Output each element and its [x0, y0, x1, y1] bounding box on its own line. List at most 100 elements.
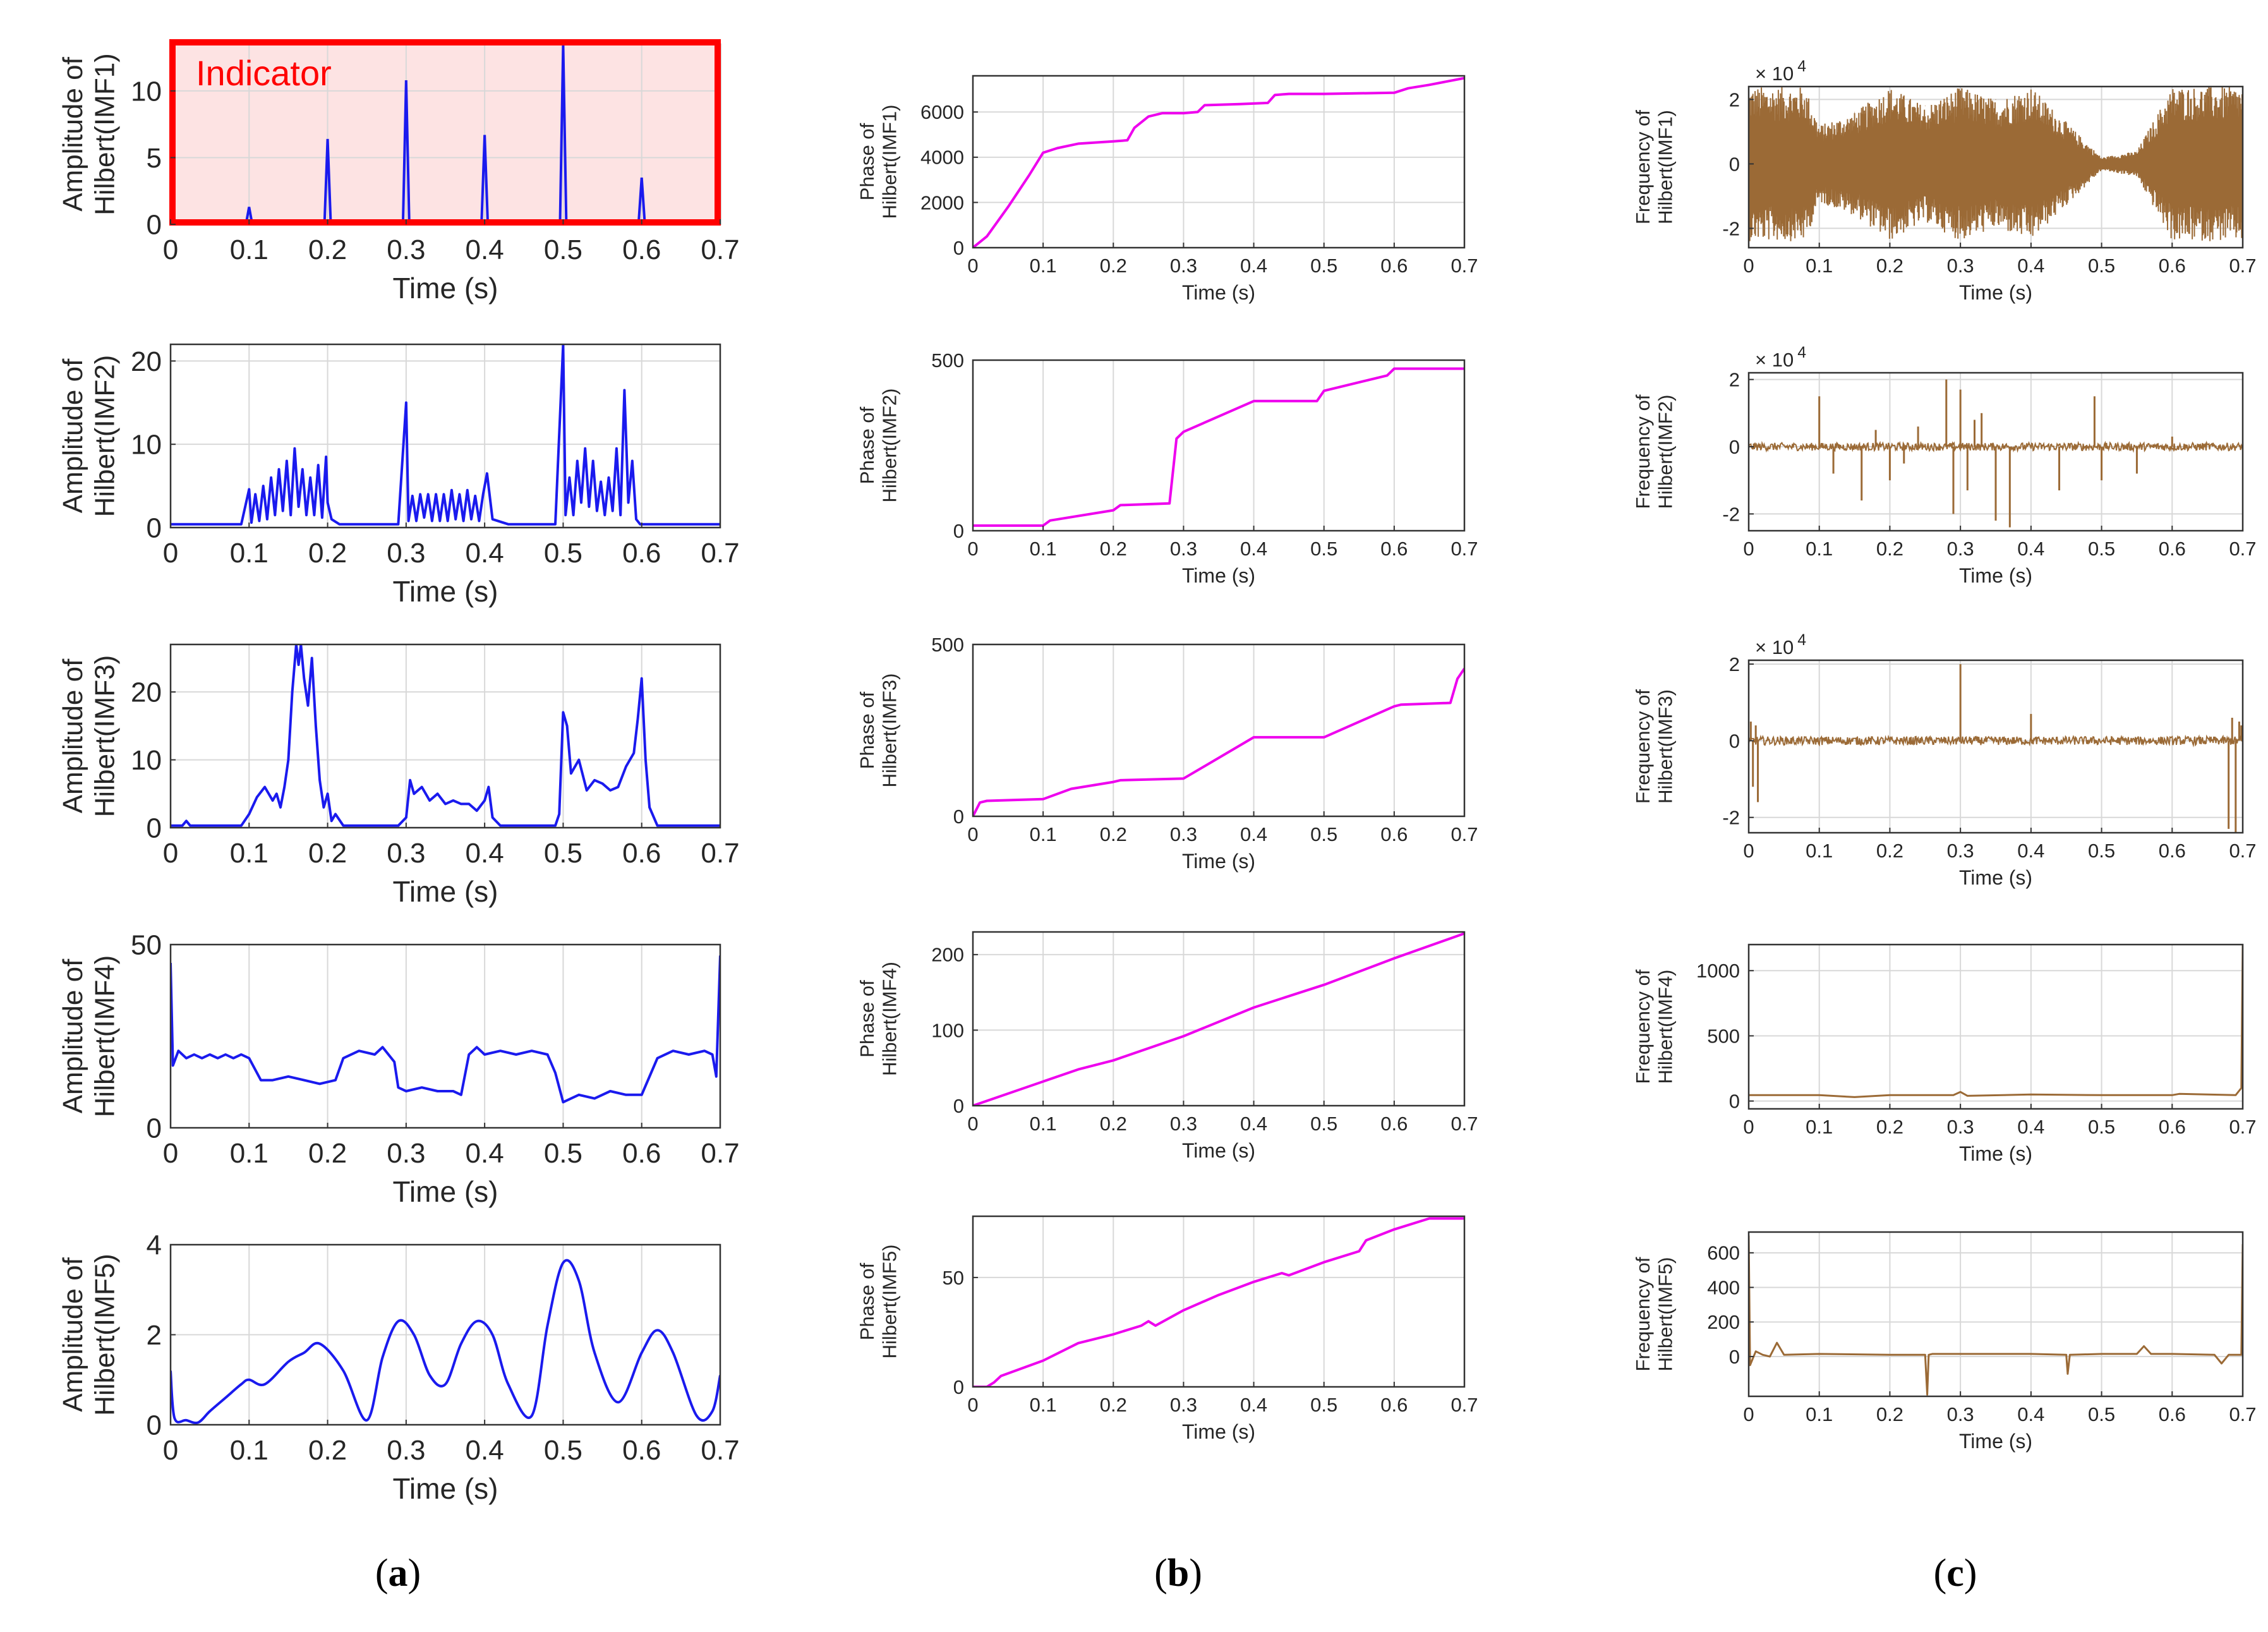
- y-axis-label-line: Hilbert(IMF1): [1655, 110, 1677, 224]
- x-tick-label: 0.1: [230, 538, 268, 569]
- axes-box: [972, 1215, 1466, 1388]
- x-tick-label: 0.2: [308, 1138, 347, 1169]
- y-axis-label: Frequency of Hilbert(IMF5): [1632, 1257, 1677, 1371]
- x-tick-label: 0.2: [1876, 255, 1903, 277]
- x-tick-label: 0.6: [1380, 823, 1408, 845]
- spike-peak: [637, 177, 646, 224]
- axes-box: [169, 943, 721, 1129]
- x-axis-label: Time (s): [1182, 564, 1255, 587]
- x-tick-label: 0: [967, 255, 978, 277]
- x-axis-label: Time (s): [393, 575, 498, 608]
- y-axis-label-line: Phase of: [856, 123, 878, 200]
- chart-c4: 0 0.1 0.2 0.3 0.4 0.5 0.6 0.7 0 500 1000 Time (s) Fr…: [1632, 943, 2257, 1165]
- x-tick-label: 0.2: [308, 538, 347, 569]
- y-axis-label: Frequency of Hilbert(IMF2): [1632, 394, 1677, 509]
- x-tick-label: 0.1: [1030, 538, 1057, 560]
- x-tick-label: 0.5: [2088, 1403, 2115, 1425]
- axes-box: [169, 343, 721, 529]
- x-tick-label: 0.4: [466, 234, 504, 265]
- x-tick-label: 0.7: [701, 234, 739, 265]
- axes-box: [1747, 659, 2244, 834]
- x-tick-label: 0.5: [544, 1138, 582, 1169]
- x-axis-label: Time (s): [1182, 1420, 1255, 1443]
- x-tick-label: 0.2: [308, 234, 347, 265]
- spike-peak: [558, 44, 568, 224]
- chart-a1: Indicator 0 0.1 0.2 0.3 0.4 0.5 0.6 0.7 0 5 10 Time …: [57, 39, 740, 305]
- x-tick-label: 0.3: [1170, 823, 1197, 845]
- axes-box: [972, 643, 1466, 818]
- y-tick-label: 50: [943, 1267, 964, 1289]
- y-axis-label-line: Hilbert(IMF4): [879, 962, 901, 1076]
- y-axis-label-line: Hilbert(IMF3): [90, 655, 121, 818]
- y-tick-label: 200: [1707, 1311, 1740, 1333]
- x-tick-label: 0.2: [308, 838, 347, 869]
- series-a3: [171, 644, 720, 827]
- x-tick-label: 0: [163, 1138, 178, 1169]
- y-tick-label: 2000: [920, 191, 964, 214]
- y-axis-label-line: Hilbert(IMF4): [90, 955, 121, 1118]
- chart-a3: 0 0.1 0.2 0.3 0.4 0.5 0.6 0.7 0 10 20 Time (s) Ampli…: [57, 643, 740, 908]
- y-tick-label: 0: [147, 209, 162, 240]
- chart-b4: 0 0.1 0.2 0.3 0.4 0.5 0.6 0.7 0 100 200 Time (s) Pha…: [856, 931, 1478, 1162]
- x-tick-label: 0.1: [1030, 1113, 1057, 1135]
- y-tick-label: 4: [147, 1230, 162, 1260]
- x-tick-label: 0: [1743, 1403, 1754, 1425]
- x-tick-label: 0.3: [1947, 255, 1974, 277]
- x-tick-label: 0.1: [230, 1138, 268, 1169]
- indicator-label: Indicator: [196, 53, 332, 93]
- panel-caption-a: (a): [375, 1552, 421, 1595]
- x-tick-label: 0.3: [1947, 840, 1974, 862]
- series-a4: [171, 955, 720, 1104]
- y-tick-label: 0: [953, 1376, 964, 1398]
- x-tick-label: 0.4: [466, 538, 504, 569]
- y-tick-label: 1000: [1696, 960, 1740, 982]
- x-tick-label: 0.5: [1310, 538, 1337, 560]
- y-axis-label: Phase of Hilbert(IMF5): [856, 1245, 901, 1359]
- axes-box: [972, 931, 1466, 1107]
- x-tick-label: 0.1: [1806, 255, 1833, 277]
- y-tick-label: 0: [147, 1113, 162, 1144]
- x-tick-label: 0.6: [1380, 538, 1408, 560]
- x-tick-label: 0.4: [466, 1138, 504, 1169]
- x-tick-label: 0.4: [2017, 255, 2044, 277]
- x-tick-label: 0: [1743, 538, 1754, 560]
- chart-b1: 0 0.1 0.2 0.3 0.4 0.5 0.6 0.7 0 2000 4000 6000 Time …: [856, 75, 1478, 304]
- x-tick-label: 0.4: [2017, 840, 2044, 862]
- axes-box: [1747, 85, 2244, 249]
- x-axis-label: Time (s): [1959, 1430, 2032, 1453]
- x-tick-label: 0.4: [1240, 1394, 1267, 1416]
- spike-peak: [244, 207, 254, 224]
- y-axis-label-line: Frequency of: [1632, 1257, 1654, 1371]
- x-tick-label: 0.5: [544, 1435, 582, 1466]
- series-line: [973, 1217, 1464, 1387]
- series-c4: [1749, 945, 2243, 1098]
- series-a5: [171, 1259, 720, 1425]
- y-axis-label-line: Frequency of: [1632, 110, 1654, 224]
- x-tick-label: 0.4: [2017, 1403, 2044, 1425]
- x-tick-label: 0.5: [544, 234, 582, 265]
- y-axis-label-line: Amplitude of: [57, 658, 88, 813]
- panel-caption-c: (c): [1933, 1552, 1977, 1595]
- x-tick-label: 0.6: [622, 838, 661, 869]
- x-tick-label: 0.6: [1380, 1113, 1408, 1135]
- y-tick-label: -2: [1722, 217, 1740, 239]
- y-tick-label: 0: [953, 1095, 964, 1117]
- y-axis-label: Frequency of Hilbert(IMF3): [1632, 689, 1677, 804]
- x-tick-label: 0.3: [1947, 538, 1974, 560]
- x-tick-label: 0.5: [2088, 840, 2115, 862]
- x-tick-label: 0.6: [2159, 1116, 2186, 1138]
- x-tick-label: 0.2: [308, 1435, 347, 1466]
- y-tick-label: 10: [131, 430, 162, 461]
- chart-a5: 0 0.1 0.2 0.3 0.4 0.5 0.6 0.7 0 2 4 Time (s) Amplitu…: [57, 1230, 739, 1505]
- y-axis-label: Amplitude of Hilbert(IMF1): [57, 53, 121, 215]
- x-axis-label: Time (s): [1959, 564, 2032, 587]
- x-tick-label: 0.6: [2159, 538, 2186, 560]
- y-tick-label: 0: [147, 1410, 162, 1441]
- x-tick-label: 0: [967, 823, 978, 845]
- y-tick-label: 4000: [920, 147, 964, 169]
- x-tick-label: 0.2: [1100, 255, 1127, 277]
- chart-b5: 0 0.1 0.2 0.3 0.4 0.5 0.6 0.7 0 50 Time (s) Phase o…: [856, 1215, 1478, 1443]
- y-tick-label: 0: [147, 512, 162, 543]
- indicator-box: [169, 39, 721, 226]
- y-tick-label: 5: [147, 143, 162, 174]
